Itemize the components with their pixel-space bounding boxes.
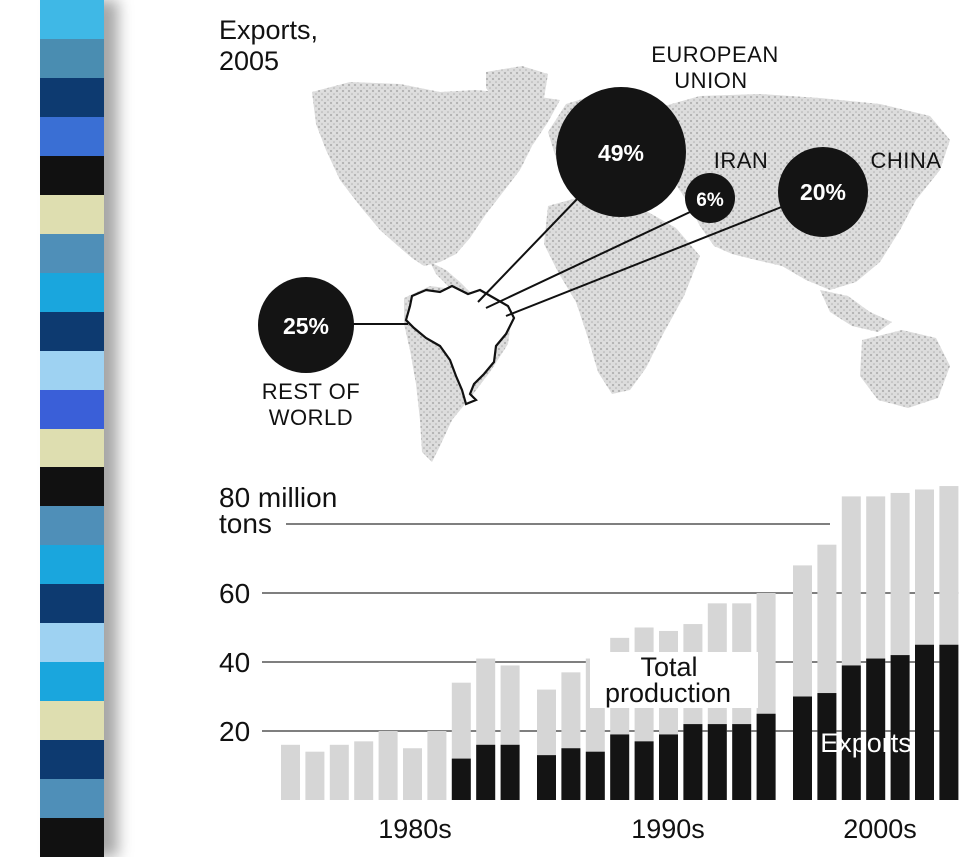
bar-total-production [354,741,374,800]
label-eu-line2: UNION [674,68,747,93]
bar-exports [585,751,605,800]
bubble-iran-value: 6% [696,190,724,211]
annotation-total-line2: production [605,678,731,708]
stripe-segment [40,311,104,351]
stripe-segment [40,155,104,195]
y-tick-20: 20 [219,716,250,747]
bubble-china-circle [778,147,868,237]
bar-exports [610,734,630,800]
stripe-segment [40,194,104,234]
annotation-exports: Exports [820,728,912,758]
stripe-segment [40,389,104,429]
connector-lines [350,195,785,325]
stripe-segment [40,740,104,780]
stripe-segment [40,0,104,39]
decade-label-2000s: 2000s [843,814,917,844]
bar-exports [841,665,861,800]
stripe-segment [40,272,104,312]
bar-exports [817,693,837,800]
brazil-outline [404,284,516,406]
decade-label-1990s: 1990s [631,814,705,844]
bar-exports [476,744,496,800]
stripe-segment [40,662,104,702]
connector-china [505,205,785,317]
connector-eu [477,195,581,303]
stripe-segment [40,506,104,546]
bar-total-production [403,748,422,800]
bar-total-production [378,731,398,800]
bar-exports [707,724,727,800]
stripe-segment [40,77,104,117]
y-tick-60: 60 [219,578,250,609]
stripe-segment [40,584,104,624]
bar-exports [939,644,959,800]
stripe-segment [40,701,104,741]
total-label-backdrop [590,652,758,708]
bubble-rest-circle [258,277,354,373]
label-eu-line1: EUROPEAN [651,42,778,67]
annotation-total-line1: Total [640,652,697,682]
bar-exports [732,724,752,800]
stripe-segment [40,779,104,819]
bar-exports [866,658,886,800]
bar-exports [537,755,556,800]
y-tick-40: 40 [219,647,250,678]
map-title-line2: 2005 [219,46,279,76]
bar-total-production [329,744,349,800]
label-china: CHINA [871,148,942,173]
bubble-eu: 49% [556,87,686,217]
bar-exports [451,758,471,800]
y-tick-labels: 20 40 60 [219,578,250,747]
bar-exports [793,696,812,800]
stripe-segment [40,467,104,507]
africa-shape [544,196,700,394]
bubble-eu-value: 49% [598,140,644,166]
bar-exports [756,713,776,800]
stripe-segment [40,116,104,156]
bubble-china: 20% [778,147,868,237]
southeast-asia-shape [820,290,892,332]
map-title-line1: Exports, [219,15,318,45]
stripe-segment [40,623,104,663]
y-unit-label-line2: tons [219,508,272,539]
y-unit-label-line1: 80 million [219,482,337,513]
bar-exports [890,655,910,800]
decade-label-1980s: 1980s [378,814,452,844]
stripe-segment [40,545,104,585]
stripe-segment [40,428,104,468]
label-rest-line1: REST OF [262,379,360,404]
bubble-eu-circle [556,87,686,217]
north-america-shape [312,82,560,266]
bar-total-production [305,751,325,800]
stripe-segment [40,350,104,390]
bar-exports [500,744,520,800]
stripe-segment [40,38,104,78]
bar-exports [561,748,581,800]
stripe-segment [40,818,104,857]
decorative-stripe [40,0,104,857]
connector-iran [485,211,691,309]
bubble-china-value: 20% [800,179,846,205]
stripe-segment [40,233,104,273]
bar-total-production [427,731,447,800]
bar-exports [915,644,934,800]
bubble-rest-value: 25% [283,313,329,339]
australia-shape [860,330,950,408]
label-iran: IRAN [714,148,769,173]
label-rest-line2: WORLD [269,405,353,430]
bubble-rest-of-world: 25% [258,277,354,373]
bubble-iran: 6% [685,173,735,223]
bar-exports [659,734,678,800]
bar-exports [634,741,654,800]
greenland-shape [486,66,548,112]
bubble-iran-circle [685,173,735,223]
bar-total-production [281,744,300,800]
bar-exports [683,724,703,800]
